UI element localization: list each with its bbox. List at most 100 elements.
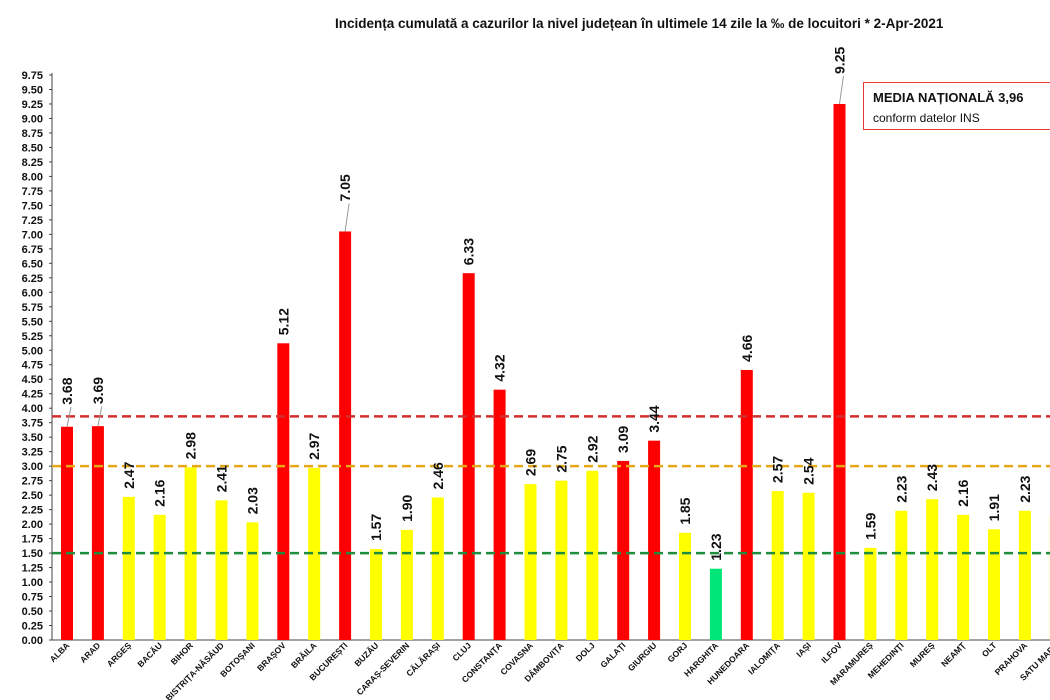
- y-tick-label: 3.00: [22, 461, 43, 473]
- category-label: MUREȘ: [908, 640, 937, 669]
- y-axis: 0.00 0.25 0.50 0.75 1.00 1.25 1.50 1.75 2.00 2.25…: [22, 70, 1050, 647]
- value-leader-line: [839, 75, 844, 105]
- y-tick-label: 7.75: [22, 186, 43, 198]
- y-tick-label: 6.00: [22, 287, 43, 299]
- bar: [864, 547, 877, 640]
- y-tick-label: 5.50: [22, 316, 43, 328]
- y-tick-label: 5.25: [22, 331, 43, 343]
- x-axis-labels: ALBA ARAD ARGEȘ BACĂU BIHORBISTRIȚA-NĂSĂUDBO…: [48, 640, 1050, 700]
- bar: [648, 440, 661, 640]
- y-tick-label: 0.75: [22, 592, 43, 604]
- bar: [709, 568, 722, 640]
- bar: [895, 510, 908, 640]
- value-label: 1.57: [368, 514, 384, 541]
- y-tick-label: 0.00: [22, 635, 43, 647]
- y-tick-label: 8.25: [22, 157, 43, 169]
- bar: [555, 480, 568, 640]
- y-tick-label: 2.00: [22, 519, 43, 531]
- y-tick-label: 1.75: [22, 534, 43, 546]
- y-tick-label: 6.75: [22, 244, 43, 256]
- bar: [586, 470, 599, 640]
- y-tick-label: 9.25: [22, 99, 43, 111]
- bar: [91, 426, 104, 640]
- value-label: 3.68: [59, 377, 75, 404]
- value-label: 9.25: [832, 47, 848, 74]
- bar: [370, 549, 382, 640]
- category-label: BISTRIȚA-NĂSĂUD: [163, 640, 226, 700]
- category-label: BRAȘOV: [255, 640, 288, 673]
- category-label: BRĂILA: [289, 640, 319, 670]
- y-tick-label: 9.00: [22, 113, 43, 125]
- y-tick-label: 2.50: [22, 490, 43, 502]
- y-tick-label: 5.75: [22, 302, 43, 314]
- y-tick-label: 8.75: [22, 128, 43, 140]
- value-label: 7.05: [337, 174, 353, 201]
- bar: [400, 529, 413, 640]
- bar: [679, 532, 691, 640]
- y-tick-label: 7.25: [22, 215, 43, 227]
- category-label: ILFOV: [819, 640, 844, 665]
- category-label: DOLJ: [574, 640, 597, 663]
- bar: [431, 497, 444, 640]
- value-label: 1.59: [862, 512, 878, 539]
- value-label: 3.09: [615, 425, 631, 452]
- y-tick-label: 6.25: [22, 273, 43, 285]
- value-label: 2.23: [1017, 475, 1033, 502]
- bar: [215, 500, 228, 640]
- y-tick-label: 0.25: [22, 621, 43, 633]
- bar: [61, 426, 73, 640]
- y-tick-label: 2.25: [22, 505, 43, 517]
- bar: [308, 467, 321, 640]
- value-label: 2.43: [924, 464, 940, 491]
- bar: [246, 522, 259, 640]
- bar: [833, 103, 846, 640]
- value-label: 3.69: [90, 377, 106, 404]
- bar: [926, 499, 939, 640]
- y-tick-label: 3.75: [22, 418, 43, 430]
- category-label: ARGEȘ: [105, 640, 134, 669]
- bar: [524, 484, 537, 640]
- value-label: 2.75: [553, 445, 569, 472]
- bar: [1018, 510, 1031, 640]
- category-label: ARAD: [78, 640, 102, 664]
- value-label: 2.69: [523, 449, 539, 476]
- category-label: CLUJ: [450, 640, 473, 663]
- y-tick-label: 7.50: [22, 200, 43, 212]
- value-label: 4.32: [492, 354, 508, 381]
- value-leader-line: [97, 406, 103, 427]
- category-label: ALBA: [48, 640, 72, 664]
- value-label: 2.41: [214, 465, 230, 492]
- bar: [802, 492, 815, 640]
- category-label: NEAMȚ: [939, 640, 968, 669]
- y-tick-label: 8.50: [22, 142, 43, 154]
- bar: [339, 231, 352, 640]
- value-labels: 3.68 3.69 2.47 2.16 2.98 2.41 2.03 5.12 2.97 7.05…: [59, 47, 1050, 561]
- value-label: 2.54: [801, 457, 817, 484]
- bar: [617, 460, 630, 640]
- value-label: 2.57: [770, 456, 786, 483]
- category-label: CARAȘ-SEVERIN: [354, 640, 411, 697]
- y-tick-label: 5.00: [22, 345, 43, 357]
- y-tick-label: 1.25: [22, 563, 43, 575]
- value-label: 1.23: [708, 533, 724, 560]
- bar: [771, 491, 784, 640]
- category-label: OLT: [980, 640, 999, 659]
- y-tick-label: 9.50: [22, 84, 43, 96]
- y-tick-label: 7.00: [22, 229, 43, 241]
- value-label: 2.47: [121, 461, 137, 488]
- value-label: 2.15: [1048, 480, 1050, 507]
- bars: [61, 103, 1050, 640]
- y-tick-label: 1.00: [22, 577, 43, 589]
- value-leader-line: [344, 203, 350, 232]
- y-tick-label: 1.50: [22, 548, 43, 560]
- bar: [277, 343, 290, 640]
- category-label: IAȘI: [794, 640, 813, 659]
- category-label: BUZĂU: [352, 640, 380, 668]
- y-tick-label: 4.25: [22, 389, 43, 401]
- y-tick-label: 2.75: [22, 476, 43, 488]
- category-label: IALOMIȚA: [746, 640, 782, 676]
- value-label: 2.16: [152, 479, 168, 506]
- value-label: 2.03: [244, 487, 260, 514]
- category-label: GORJ: [665, 640, 689, 664]
